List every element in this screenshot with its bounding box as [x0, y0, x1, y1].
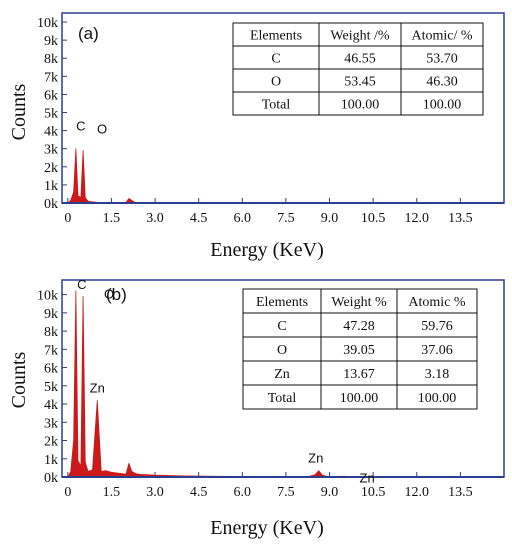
table-header-cell: Weight /% [330, 29, 389, 44]
peak-label: C [77, 277, 86, 292]
y-tick-label: 10k [37, 16, 58, 31]
x-tick-label: 6.0 [234, 211, 252, 226]
y-tick-label: 5k [44, 107, 58, 122]
panel-a-x-ticks: 0 1.5 3.0 4.5 6.0 7.5 9.0 10.5 12.0 13.5 [64, 198, 473, 226]
table-cell: 37.06 [421, 343, 453, 358]
x-tick-label: 13.5 [448, 485, 473, 500]
table-cell: 3.18 [425, 367, 450, 382]
panel-b-table: Elements CO Zn Total Weight % 47.28 39.05 13.67… [242, 288, 478, 410]
y-tick-label: 7k [44, 343, 58, 358]
table-header-cell: Weight % [331, 295, 387, 310]
y-tick-label: 6k [44, 362, 58, 377]
x-tick-label: 10.5 [361, 485, 386, 500]
x-tick-label: 9.0 [321, 211, 339, 226]
panel-a-tag: (a) [78, 24, 99, 43]
table-header-cell: Elements [250, 29, 302, 44]
y-tick-label: 9k [44, 307, 58, 322]
table-cell: 100.00 [418, 391, 457, 406]
panel-a-x-axis-title: Energy (KeV) [210, 239, 323, 261]
panel-a-spectrum [62, 148, 504, 204]
x-tick-label: 0 [64, 211, 71, 226]
x-tick-label: 3.0 [146, 211, 164, 226]
y-tick-label: 6k [44, 88, 58, 103]
table-cell: 100.00 [423, 98, 462, 113]
spectrum-area [67, 148, 502, 204]
panel-b-y-axis-title: Counts [8, 351, 30, 408]
table-cell: 13.67 [343, 367, 375, 382]
table-cell: O [271, 75, 281, 90]
table-cell: 46.30 [426, 75, 458, 90]
peak-label: Zn [90, 380, 105, 395]
y-tick-label: 10k [37, 289, 58, 304]
panel-a-table: Elements CO Total Weight /% 46.55 53.45 100.00… [232, 22, 484, 116]
table-cell: 53.70 [426, 52, 458, 67]
peak-label: C [76, 119, 85, 134]
y-tick-label: 4k [44, 125, 58, 140]
panel-a-y-axis-title: Counts [8, 83, 30, 140]
y-tick-label: 0k [44, 471, 58, 486]
table-cell: Zn [274, 367, 290, 382]
table-header-cell: Atomic/ % [411, 29, 472, 44]
x-tick-label: 13.5 [448, 211, 473, 226]
table-cell: C [277, 319, 286, 334]
table-cell: C [271, 52, 280, 67]
y-tick-label: 2k [44, 435, 58, 450]
panel-a-y-ticks: 0k 1k 2k 3k 4k 5k 6k 7k 8k 9k 10k [37, 16, 67, 212]
y-tick-label: 8k [44, 325, 58, 340]
table-cell: Total [268, 391, 297, 406]
x-tick-label: 3.0 [146, 485, 164, 500]
x-tick-label: 9.0 [321, 485, 339, 500]
panel-b: Counts 0k 1k 2k 3k 4k 5k 6k 7k 8k 9k 10k 0 1.5 3.0 4.… [8, 277, 505, 539]
table-cell: 59.76 [421, 319, 453, 334]
y-tick-label: 2k [44, 161, 58, 176]
x-tick-label: 4.5 [190, 485, 208, 500]
x-tick-label: 10.5 [361, 211, 386, 226]
x-tick-label: 1.5 [103, 211, 121, 226]
x-tick-label: 12.0 [405, 485, 430, 500]
peak-label: O [97, 122, 107, 137]
y-tick-label: 1k [44, 453, 58, 468]
y-tick-label: 1k [44, 179, 58, 194]
table-cell: 100.00 [340, 391, 379, 406]
table-cell: O [277, 343, 287, 358]
y-tick-label: 4k [44, 398, 58, 413]
table-header-cell: Atomic % [408, 295, 465, 310]
table-cell: 100.00 [341, 98, 380, 113]
x-tick-label: 4.5 [190, 211, 208, 226]
x-tick-label: 7.5 [277, 211, 295, 226]
x-tick-label: 1.5 [103, 485, 121, 500]
y-tick-label: 3k [44, 416, 58, 431]
y-tick-label: 9k [44, 34, 58, 49]
panel-a: Counts 0k 1k 2k 3k 4k 5k 6k 7k 8k 9k 10k 0 1.5 3.0 4.… [8, 12, 505, 261]
y-tick-label: 0k [44, 197, 58, 212]
table-cell: 47.28 [343, 319, 375, 334]
table-cell: 53.45 [344, 75, 376, 90]
table-cell: 46.55 [344, 52, 376, 67]
table-border [242, 288, 478, 410]
panel-b-spectrum [62, 290, 504, 478]
table-header-cell: Elements [256, 295, 308, 310]
y-tick-label: 8k [44, 52, 58, 67]
panel-b-tag: (b) [106, 285, 127, 304]
panel-b-x-axis-title: Energy (KeV) [210, 517, 323, 539]
peak-label: Zn [360, 470, 375, 485]
y-tick-label: 3k [44, 143, 58, 158]
panel-b-y-ticks: 0k 1k 2k 3k 4k 5k 6k 7k 8k 9k 10k [37, 289, 67, 486]
y-tick-label: 5k [44, 380, 58, 395]
table-cell: Total [262, 98, 291, 113]
x-tick-label: 0 [64, 485, 71, 500]
x-tick-label: 6.0 [234, 485, 252, 500]
x-tick-label: 7.5 [277, 485, 295, 500]
panel-b-x-ticks: 0 1.5 3.0 4.5 6.0 7.5 9.0 10.5 12.0 13.5 [64, 472, 473, 500]
peak-label: O [104, 286, 114, 301]
x-tick-label: 12.0 [405, 211, 430, 226]
y-tick-label: 7k [44, 70, 58, 85]
table-cell: 39.05 [343, 343, 375, 358]
peak-label: Zn [308, 451, 323, 466]
